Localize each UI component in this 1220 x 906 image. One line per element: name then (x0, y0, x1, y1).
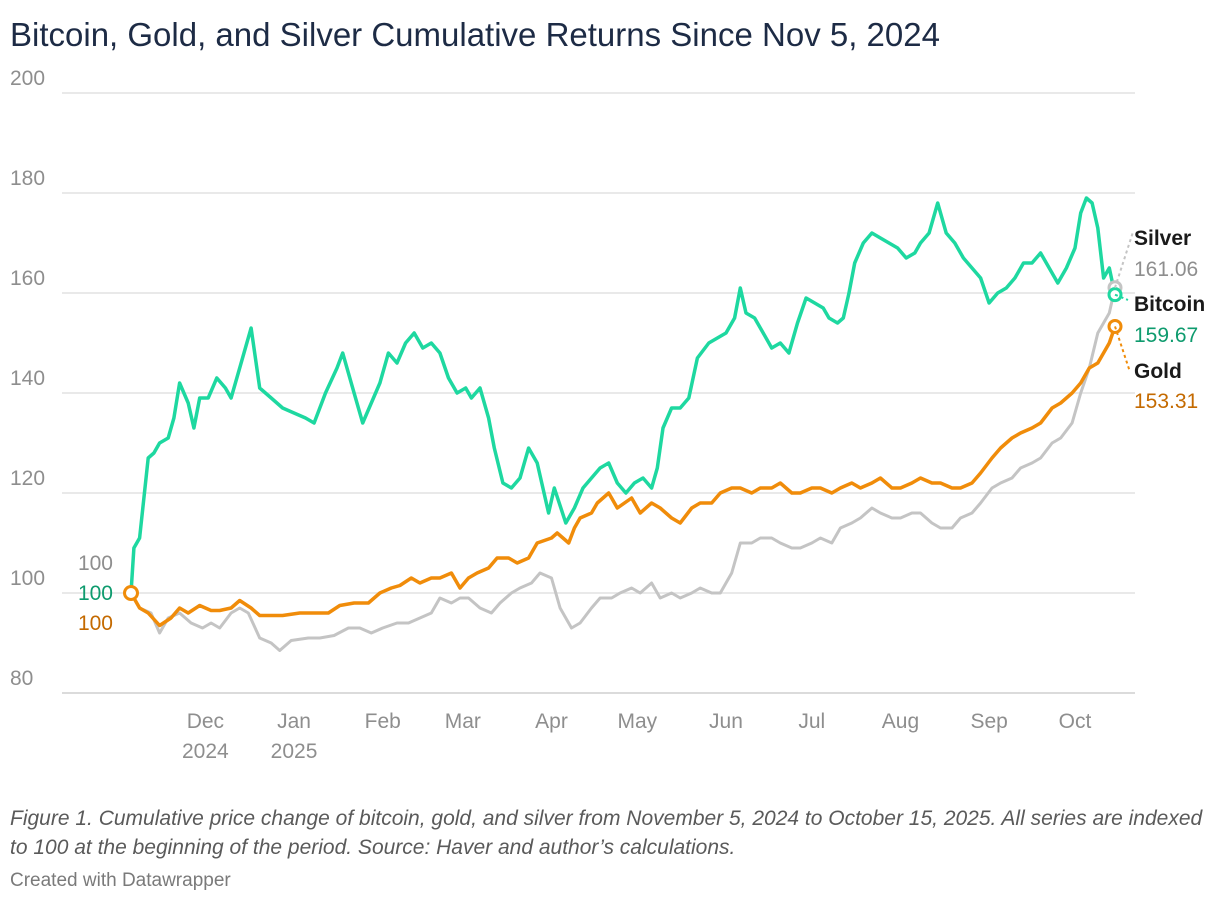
start-value-label-bitcoin: 100 (78, 582, 113, 605)
x-tick-sublabel: 2024 (182, 740, 229, 763)
series-line-gold (129, 324, 1117, 628)
series-end-value: 161.06 (1134, 258, 1198, 281)
y-tick-label: 200 (10, 67, 45, 90)
series-name-label: Silver (1134, 227, 1191, 250)
y-tick-label: 160 (10, 267, 45, 290)
x-tick-sublabel: 2025 (271, 740, 318, 763)
figure-caption: Figure 1. Cumulative price change of bit… (10, 807, 1203, 859)
series-end-value: 159.67 (1134, 324, 1198, 347)
series-labels: Silver 161.06 Bitcoin 159.67 Gold 153.31 100 10… (78, 227, 1205, 635)
label-connector-gold (1114, 326, 1131, 373)
x-axis: Dec 2024 Jan 2025 Feb Mar Apr May Jun Jul Aug Sep Oc… (182, 710, 1091, 763)
series-end-value: 153.31 (1134, 390, 1198, 413)
series-name-label: Gold (1134, 360, 1182, 383)
x-tick-label: Aug (882, 710, 919, 733)
x-tick-label: Jul (798, 710, 825, 733)
x-tick-label: Oct (1059, 710, 1092, 733)
x-tick-label: Dec (187, 710, 224, 733)
y-tick-label: 140 (10, 367, 45, 390)
y-axis: 80 100 120 140 160 180 200 (10, 67, 45, 690)
y-tick-label: 120 (10, 467, 45, 490)
x-tick-label: Mar (445, 710, 481, 733)
start-value-label-silver: 100 (78, 552, 113, 575)
x-tick-label: May (617, 710, 657, 733)
series-line-bitcoin (129, 196, 1117, 595)
gridlines (62, 92, 1135, 694)
start-value-label-gold: 100 (78, 612, 113, 635)
start-marker (123, 585, 139, 601)
x-tick-label: Feb (365, 710, 401, 733)
x-tick-label: Sep (970, 710, 1007, 733)
x-tick-label: Jan (277, 710, 311, 733)
x-tick-label: Apr (535, 710, 568, 733)
series-lines (129, 196, 1117, 652)
series-markers (123, 280, 1123, 601)
label-connector-silver (1114, 231, 1134, 289)
credit-line: Created with Datawrapper (10, 870, 231, 891)
y-tick-label: 100 (10, 567, 45, 590)
series-name-label: Bitcoin (1134, 293, 1205, 316)
x-tick-label: Jun (709, 710, 743, 733)
y-tick-label: 180 (10, 167, 45, 190)
y-tick-label: 80 (10, 667, 33, 690)
series-line-silver (129, 286, 1117, 652)
label-connector-bitcoin (1114, 293, 1129, 301)
chart-title: Bitcoin, Gold, and Silver Cumulative Ret… (10, 16, 940, 53)
